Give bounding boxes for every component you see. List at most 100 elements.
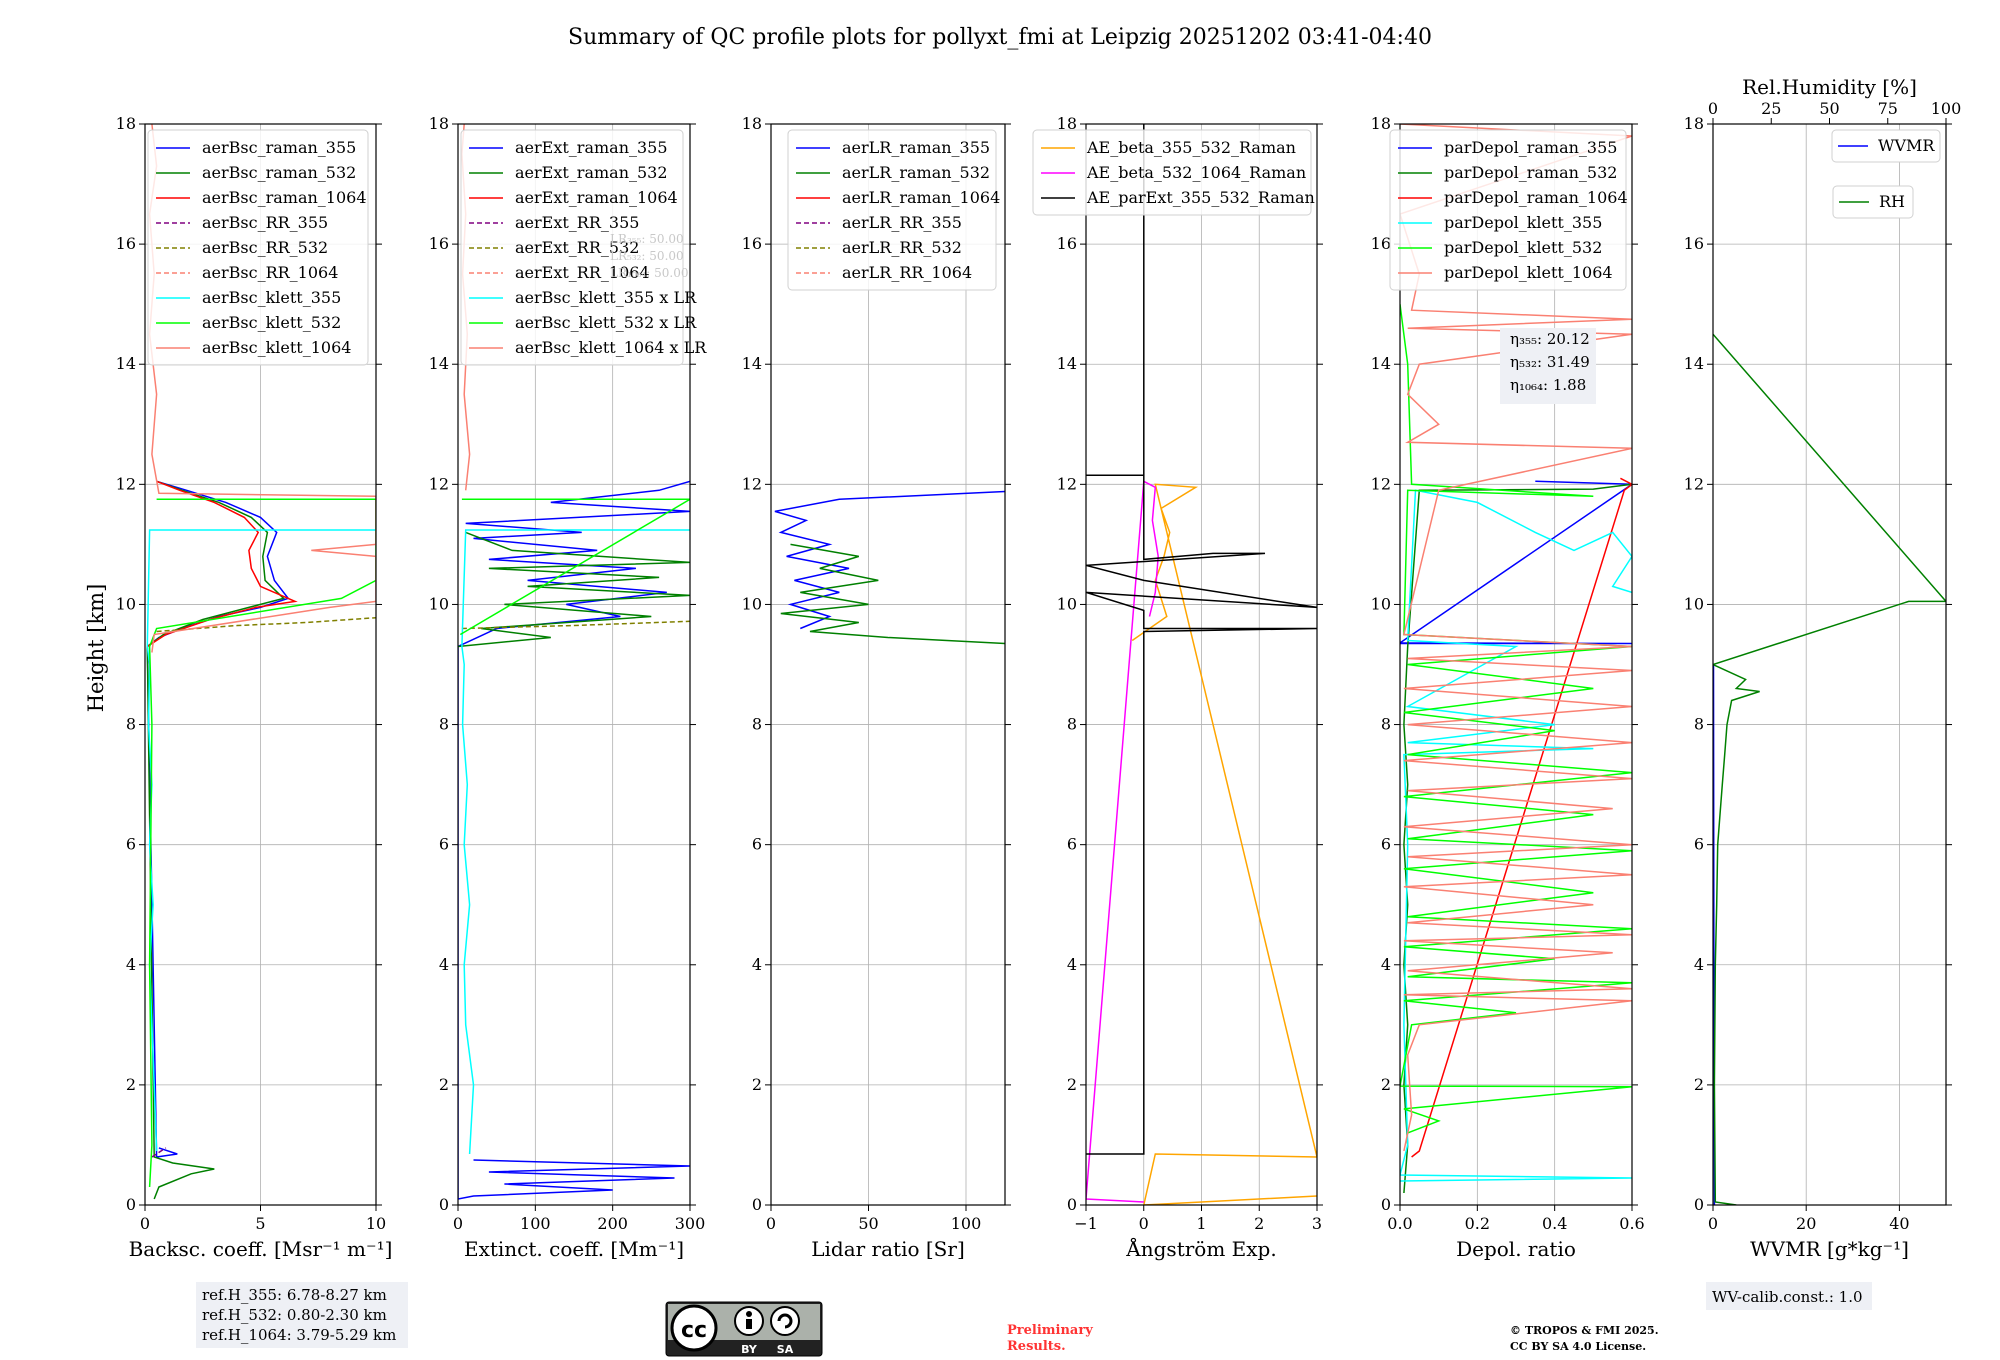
ae-y-tick-label: 8: [1067, 715, 1077, 734]
ext-y-tick-label: 14: [429, 354, 449, 373]
copyright-line-1: © TROPOS & FMI 2025.: [1510, 1324, 1659, 1337]
lr-y-tick-label: 8: [752, 715, 762, 734]
ext-legend-entry: aerExt_raman_1064: [515, 188, 678, 207]
depol-panel: 0 2 4 6 8 10 12 14 16 18 0.0 0.2 0.4 0.6 Depol. ratio p…: [1371, 114, 1645, 1261]
ext-y-tick-label: 6: [439, 835, 449, 854]
bsc-x-tick-label: 5: [255, 1214, 265, 1233]
ext-y-tick-label: 10: [429, 594, 449, 613]
wv-top-tick-label: 75: [1878, 99, 1898, 118]
ext-annotation: LR₁₀₆₄: 50.00: [610, 266, 688, 280]
ae-y-tick-label: 10: [1057, 594, 1077, 613]
ae-y-tick-label: 18: [1057, 114, 1077, 133]
wv-calib-text: WV-calib.const.: 1.0: [1712, 1288, 1863, 1306]
wv-x-axis-label: WVMR [g*kg⁻¹]: [1750, 1237, 1909, 1261]
ext-series-aerbsc-klett-355-x-lr: [461, 529, 690, 1155]
bsc-y-tick-label: 14: [116, 354, 136, 373]
ae-legend-entry: AE_beta_532_1064_Raman: [1086, 163, 1306, 182]
ext-annotation: LR₃₅₅: 50.00: [610, 232, 684, 246]
depol-legend: parDepol_raman_355 parDepol_raman_532 parD…: [1389, 129, 1628, 291]
bsc-y-tick-label: 12: [116, 474, 136, 493]
depol-x-tick-label: 0.6: [1619, 1214, 1644, 1233]
ae-x-tick-label: 3: [1312, 1214, 1322, 1233]
ext-legend: aerExt_raman_355 aerExt_raman_532 aerExt_r…: [460, 129, 707, 366]
depol-y-tick-label: 8: [1381, 715, 1391, 734]
wv-calib-box: WV-calib.const.: 1.0: [1706, 1282, 1872, 1310]
wv-legend-box: [1832, 185, 1914, 219]
lr-legend-entry: aerLR_raman_355: [842, 138, 990, 157]
lr-series-group: [774, 490, 1005, 645]
wv-top-tick-label: 50: [1819, 99, 1839, 118]
ext-panel: 0 2 4 6 8 10 12 14 16 18 0 100 200 300 Extinct. coeff.…: [429, 114, 708, 1261]
depol-series-group: [1400, 124, 1632, 1194]
wv-axes-frame: [1712, 123, 1947, 1206]
depol-series-pardepol-raman-1064: [1411, 477, 1632, 1158]
ext-y-tick-label: 2: [439, 1075, 449, 1094]
depol-y-tick-label: 0: [1381, 1195, 1391, 1214]
ext-legend-entry: aerExt_RR_1064: [515, 263, 650, 282]
bsc-legend-entry: aerBsc_RR_532: [202, 238, 328, 257]
depol-series-pardepol-klett-355: [1400, 489, 1632, 1182]
wv-series-group: [1713, 333, 1946, 1205]
wv-top-tick-label: 25: [1761, 99, 1781, 118]
wv-x-tick-label: 40: [1889, 1214, 1909, 1233]
depol-legend-entry: parDepol_klett_532: [1444, 238, 1602, 257]
cc-logo-text: cc: [681, 1318, 707, 1343]
bsc-y-tick-label: 18: [116, 114, 136, 133]
bsc-legend-entry: aerBsc_raman_1064: [202, 188, 367, 207]
lr-y-tick-label: 18: [742, 114, 762, 133]
wv-y-tick-label: 12: [1684, 474, 1704, 493]
preliminary-label: Preliminary: [1007, 1323, 1093, 1338]
ext-x-tick-label: 100: [520, 1214, 551, 1233]
lr-y-tick-label: 2: [752, 1075, 762, 1094]
ae-x-axis-label: Ångström Exp.: [1125, 1236, 1276, 1261]
depol-annotation: η₅₃₂: 31.49: [1510, 353, 1590, 371]
wv-legend-box: [1831, 129, 1941, 163]
lr-y-tick-label: 4: [752, 955, 762, 974]
ref-heights-background: [196, 1282, 408, 1348]
badge-by-label: BY: [741, 1343, 758, 1356]
bsc-legend-box: [147, 129, 369, 366]
bsc-legend-entry: aerBsc_klett_532: [202, 313, 341, 332]
depol-y-tick-label: 14: [1371, 354, 1391, 373]
lr-y-tick-label: 14: [742, 354, 762, 373]
bsc-series-aerbsc-raman-1064: [146, 480, 298, 648]
bsc-legend-entry: aerBsc_raman_532: [202, 163, 356, 182]
lr-legend-box: [787, 129, 997, 291]
depol-y-tick-label: 10: [1371, 594, 1391, 613]
depol-legend-entry: parDepol_raman_532: [1444, 163, 1617, 182]
ae-legend-entry: AE_beta_355_532_Raman: [1086, 138, 1296, 157]
ext-x-tick-label: 0: [453, 1214, 463, 1233]
depol-legend-entry: parDepol_klett_355: [1444, 213, 1602, 232]
cc-license-badge: cc BY SA: [665, 1301, 823, 1357]
bsc-y-tick-label: 8: [126, 715, 136, 734]
ext-y-tick-label: 0: [439, 1195, 449, 1214]
bsc-x-axis-label: Backsc. coeff. [Msr⁻¹ m⁻¹]: [129, 1237, 393, 1261]
ae-y-tick-label: 6: [1067, 835, 1077, 854]
ae-series-ae-beta-355-532-raman: [1131, 483, 1317, 1205]
ext-y-tick-label: 16: [429, 234, 449, 253]
wv-y-tick-label: 2: [1694, 1075, 1704, 1094]
lr-legend-entry: aerLR_RR_532: [842, 238, 962, 257]
results-label: Results.: [1007, 1339, 1066, 1354]
ref-height-355: ref.H_355: 6.78-8.27 km: [202, 1286, 387, 1304]
ext-y-tick-label: 8: [439, 715, 449, 734]
ae-y-tick-label: 4: [1067, 955, 1077, 974]
depol-y-tick-label: 18: [1371, 114, 1391, 133]
ext-series-aerext-rr-532: [461, 620, 690, 630]
depol-axes-frame: [1399, 123, 1633, 1206]
bsc-legend-entry: aerBsc_RR_1064: [202, 263, 338, 282]
bsc-x-tick-label: 10: [366, 1214, 386, 1233]
depol-y-tick-label: 4: [1381, 955, 1391, 974]
attribution-head-icon: [746, 1311, 752, 1317]
ae-y-tick-label: 16: [1057, 234, 1077, 253]
depol-x-tick-label: 0.2: [1465, 1214, 1490, 1233]
lr-axes-frame: [770, 123, 1006, 1206]
wv-top-axis-label: Rel.Humidity [%]: [1742, 75, 1917, 99]
ext-legend-entry: aerExt_raman_355: [515, 138, 668, 157]
wv-y-tick-label: 8: [1694, 715, 1704, 734]
bsc-legend-entry: aerBsc_klett_355: [202, 288, 341, 307]
depol-series-pardepol-raman-355: [1400, 480, 1632, 645]
depol-y-tick-label: 12: [1371, 474, 1391, 493]
ae-y-tick-label: 2: [1067, 1075, 1077, 1094]
bsc-y-tick-label: 10: [116, 594, 136, 613]
